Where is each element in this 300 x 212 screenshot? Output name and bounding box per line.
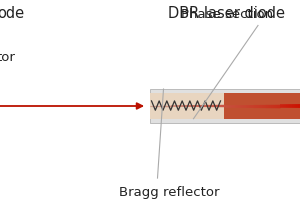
- Bar: [150, 89, 300, 123]
- Text: DBR laser diode: DBR laser diode: [168, 6, 285, 21]
- Text: tor: tor: [0, 51, 16, 64]
- Text: Bragg reflector: Bragg reflector: [119, 186, 220, 199]
- Text: Phase section: Phase section: [181, 8, 273, 21]
- Bar: [224, 93, 300, 119]
- Bar: [150, 93, 224, 119]
- Text: ode: ode: [0, 6, 24, 21]
